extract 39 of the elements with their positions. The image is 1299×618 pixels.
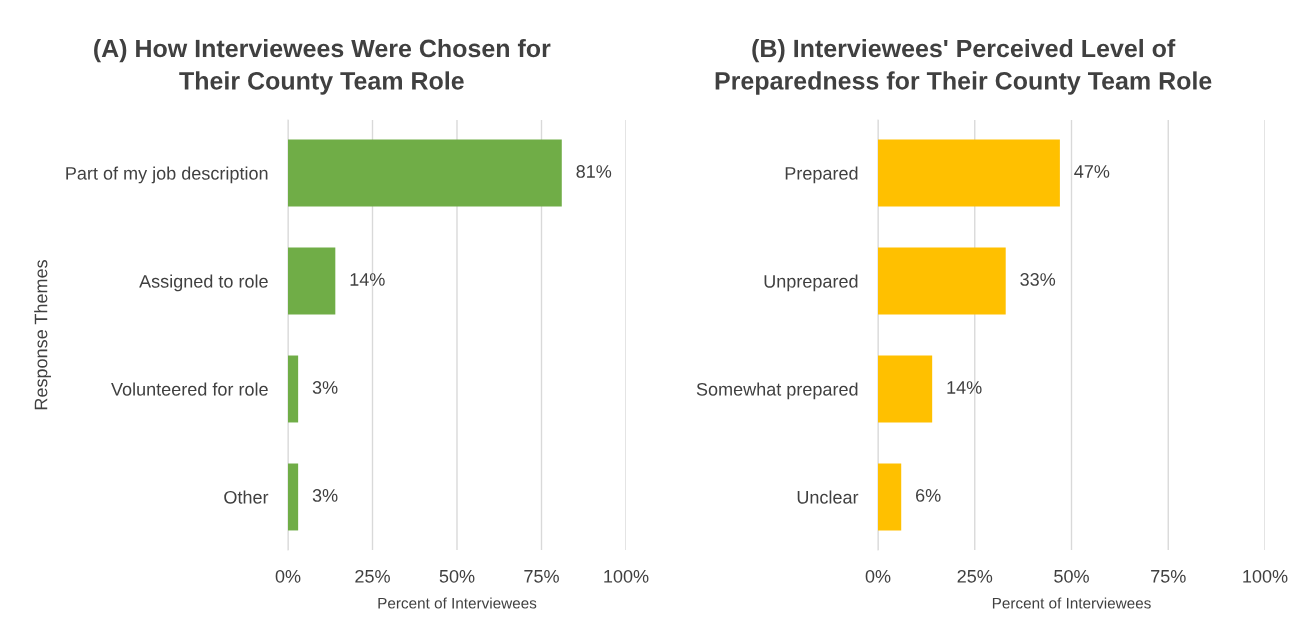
- chart-title: (B) Interviewees' Perceived Level of Preparedness for Their County Team Role: [715, 38, 1212, 95]
- bar: [288, 139, 562, 207]
- chart-title: (A) How Interviewees Were Chosen for Their County Team Role: [94, 38, 551, 95]
- data-label: 14%: [947, 381, 982, 394]
- x-tick-label: 25%: [957, 569, 993, 583]
- x-tick-label: 100%: [604, 569, 649, 583]
- bar: [288, 247, 336, 315]
- x-tick-label: 75%: [524, 570, 559, 583]
- bar: [288, 463, 299, 531]
- y-tick-label: Unprepared: [764, 274, 858, 292]
- data-label: 33%: [1020, 273, 1056, 286]
- x-axis-title: Percent of Interviewees: [378, 597, 537, 609]
- y-tick-label: Unclear: [797, 490, 859, 504]
- data-label: 3%: [312, 381, 338, 394]
- y-tick-label: Prepared: [785, 166, 858, 184]
- x-tick-label: 100%: [1243, 569, 1288, 583]
- y-tick-label: Somewhat prepared: [696, 382, 858, 400]
- x-tick-label: 0%: [865, 569, 891, 583]
- data-label: 14%: [350, 273, 385, 286]
- y-tick-label: Other: [224, 490, 269, 504]
- y-axis-title: Response Themes: [34, 260, 51, 410]
- data-label: 3%: [312, 489, 338, 502]
- data-label: 6%: [916, 489, 941, 502]
- bar: [288, 355, 299, 423]
- data-label: 47%: [1074, 165, 1110, 178]
- data-label: 81%: [576, 165, 612, 178]
- x-tick-label: 50%: [439, 569, 475, 583]
- y-tick-label: Volunteered for role: [111, 382, 268, 396]
- x-axis-title: Percent of Interviewees: [992, 597, 1151, 609]
- bar: [878, 139, 1060, 207]
- x-tick-label: 50%: [1054, 569, 1089, 583]
- y-tick-label: Part of my job description: [66, 166, 268, 184]
- y-tick-label: Assigned to role: [139, 274, 268, 292]
- x-tick-label: 75%: [1151, 570, 1186, 583]
- bar: [878, 463, 902, 531]
- x-tick-label: 25%: [355, 569, 390, 583]
- x-tick-label: 0%: [275, 569, 301, 583]
- bar: [878, 247, 1006, 315]
- bar: [878, 355, 933, 423]
